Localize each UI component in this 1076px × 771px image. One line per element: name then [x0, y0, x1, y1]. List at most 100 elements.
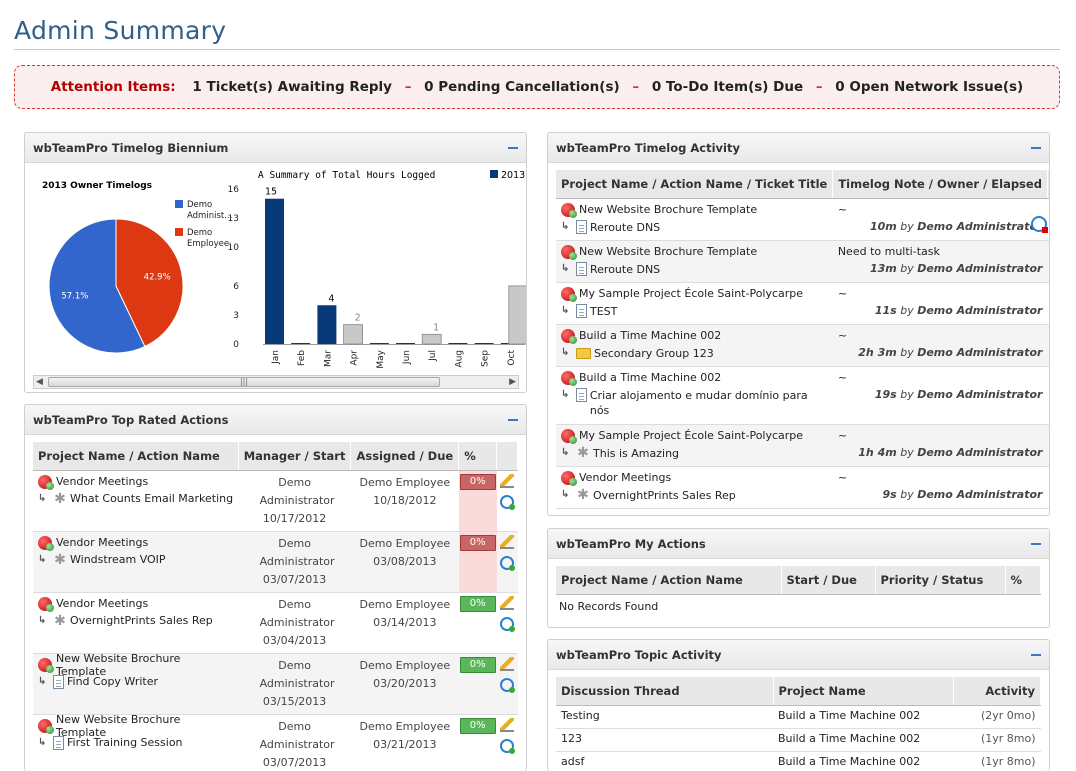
collapse-icon[interactable] [1031, 653, 1041, 656]
edit-pencil-icon[interactable] [500, 717, 515, 732]
horizontal-scrollbar[interactable]: ◀ ||| ▶ [33, 375, 519, 389]
col-note-owner-elapsed[interactable]: Timelog Note / Owner / Elapsed [832, 170, 1048, 199]
edit-pencil-icon[interactable] [1049, 202, 1050, 216]
action-link[interactable]: TEST [590, 304, 618, 318]
document-icon [576, 219, 587, 234]
table-row[interactable]: 123 Build a Time Machine 002 (1yr 8mo) [556, 728, 1041, 752]
action-link[interactable]: OvernightPrints Sales Rep [593, 488, 736, 502]
attention-todo-link[interactable]: 0 To-Do Item(s) Due [651, 79, 804, 95]
table-row[interactable]: Testing Build a Time Machine 002 (2yr 0mo) [556, 705, 1041, 729]
project-link[interactable]: New Website Brochure Template [56, 712, 181, 739]
action-link[interactable]: Reroute DNS [590, 220, 661, 234]
gear-icon: ✱ [577, 444, 589, 461]
project-link[interactable]: My Sample Project École Saint-Polycarpe [579, 429, 804, 442]
thread-link[interactable]: adsf [561, 754, 585, 768]
table-row[interactable]: My Sample Project École Saint-Polycarpe ↳… [556, 424, 1050, 467]
col-percent[interactable]: % [458, 442, 498, 471]
edit-pencil-icon[interactable] [1049, 370, 1050, 384]
col-project-action-ticket[interactable]: Project Name / Action Name / Ticket Titl… [556, 170, 834, 199]
edit-pencil-icon[interactable] [1049, 428, 1050, 442]
attention-tickets-link[interactable]: 1 Ticket(s) Awaiting Reply [192, 79, 392, 95]
timelog-note: ~ [837, 328, 848, 342]
edit-pencil-icon[interactable] [500, 595, 515, 610]
project-icon [561, 286, 577, 302]
action-link[interactable]: Reroute DNS [590, 262, 661, 276]
thread-link[interactable]: 123 [561, 731, 582, 745]
document-icon [53, 674, 64, 689]
timer-icon[interactable] [500, 616, 516, 632]
table-row[interactable]: Vendor Meetings ↳ ✱ What Counts Email Marke… [33, 470, 518, 532]
action-link[interactable]: What Counts Email Marketing [70, 491, 234, 505]
col-priority-status[interactable]: Priority / Status [875, 566, 1006, 595]
edit-pencil-icon[interactable] [500, 656, 515, 671]
project-link[interactable]: Build a Time Machine 002 [778, 754, 921, 768]
edit-pencil-icon[interactable] [500, 473, 515, 488]
col-project-action[interactable]: Project Name / Action Name [556, 566, 782, 595]
project-link[interactable]: Vendor Meetings [56, 475, 149, 488]
project-link[interactable]: New Website Brochure Template [579, 203, 758, 216]
table-row[interactable]: Vendor Meetings ↳ ✱ Windstream VOIP Demo Adm… [33, 531, 518, 593]
table-row[interactable]: New Website Brochure Template ↳ First Trai… [33, 712, 518, 771]
table-row[interactable]: New Website Brochure Template ↳ Find Copy … [33, 651, 518, 715]
table-row[interactable]: New Website Brochure Template ↳ Reroute DN… [556, 240, 1050, 283]
table-row[interactable]: Vendor Meetings ↳ ✱ OvernightPrints Sales R… [556, 466, 1050, 509]
edit-pencil-icon[interactable] [1049, 470, 1050, 484]
action-link[interactable]: First Training Session [67, 735, 183, 749]
x-tick-label: May [376, 349, 386, 368]
col-discussion-thread[interactable]: Discussion Thread [556, 677, 774, 706]
project-link[interactable]: Build a Time Machine 002 [579, 371, 722, 384]
col-project-action[interactable]: Project Name / Action Name [33, 442, 239, 471]
table-row[interactable]: Build a Time Machine 002 ↳ Secondary Group… [556, 324, 1050, 367]
table-row[interactable]: New Website Brochure Template ↳ Reroute DN… [556, 198, 1050, 241]
col-start-due[interactable]: Start / Due [781, 566, 876, 595]
project-link[interactable]: Build a Time Machine 002 [778, 708, 921, 722]
attention-network-link[interactable]: 0 Open Network Issue(s) [835, 79, 1024, 95]
scroll-left-arrow[interactable]: ◀ [36, 377, 43, 387]
attention-cancellations-link[interactable]: 0 Pending Cancellation(s) [424, 79, 620, 95]
col-manager-start[interactable]: Manager / Start [238, 442, 352, 471]
timer-icon[interactable] [500, 738, 516, 754]
project-link[interactable]: Vendor Meetings [56, 536, 149, 549]
timer-icon[interactable] [500, 494, 516, 510]
scroll-right-arrow[interactable]: ▶ [509, 377, 516, 387]
project-link[interactable]: My Sample Project École Saint-Polycarpe [579, 287, 804, 300]
collapse-icon[interactable] [1031, 542, 1041, 545]
project-link[interactable]: New Website Brochure Template [56, 651, 181, 678]
scroll-thumb[interactable]: ||| [48, 377, 440, 387]
action-link[interactable]: Criar alojamento e mudar domínio para nó… [589, 388, 808, 417]
elapsed-time: 10m [869, 219, 897, 233]
col-assigned-due[interactable]: Assigned / Due [350, 442, 460, 471]
table-row[interactable]: adsf Build a Time Machine 002 (1yr 8mo) [556, 751, 1041, 771]
edit-pencil-icon[interactable] [1049, 286, 1050, 300]
project-link[interactable]: Build a Time Machine 002 [579, 329, 722, 342]
project-link[interactable]: Vendor Meetings [56, 597, 149, 610]
timer-icon[interactable] [500, 677, 516, 693]
edit-pencil-icon[interactable] [500, 534, 515, 549]
timer-icon[interactable] [500, 555, 516, 571]
project-link[interactable]: Vendor Meetings [579, 471, 672, 484]
project-link[interactable]: Build a Time Machine 002 [778, 731, 921, 745]
timelog-note: ~ [837, 202, 848, 216]
table-row[interactable]: Build a Time Machine 002 ↳ Criar alojament… [556, 366, 1050, 425]
table-row[interactable]: Vendor Meetings ↳ ✱ OvernightPrints Sales R… [33, 592, 518, 654]
subitem-arrow-icon: ↳ [561, 446, 570, 458]
edit-pencil-icon[interactable] [1049, 244, 1050, 258]
action-link[interactable]: This is Amazing [593, 446, 680, 460]
by-label: by [900, 345, 914, 359]
table-row[interactable]: My Sample Project École Saint-Polycarpe ↳… [556, 282, 1050, 325]
col-activity[interactable]: Activity [953, 677, 1041, 706]
collapse-icon[interactable] [508, 146, 518, 149]
col-percent[interactable]: % [1005, 566, 1041, 595]
collapse-icon[interactable] [508, 418, 518, 421]
thread-link[interactable]: Testing [561, 708, 600, 722]
collapse-icon[interactable] [1031, 146, 1041, 149]
action-link[interactable]: Windstream VOIP [70, 552, 166, 566]
progress-badge: 0% [459, 473, 496, 490]
action-link[interactable]: OvernightPrints Sales Rep [70, 613, 213, 627]
project-link[interactable]: New Website Brochure Template [579, 245, 758, 258]
action-link[interactable]: Secondary Group 123 [594, 346, 714, 360]
timer-alert-icon[interactable] [1031, 215, 1049, 233]
edit-pencil-icon[interactable] [1049, 328, 1050, 342]
action-link[interactable]: Find Copy Writer [67, 674, 158, 688]
col-project-name[interactable]: Project Name [773, 677, 954, 706]
